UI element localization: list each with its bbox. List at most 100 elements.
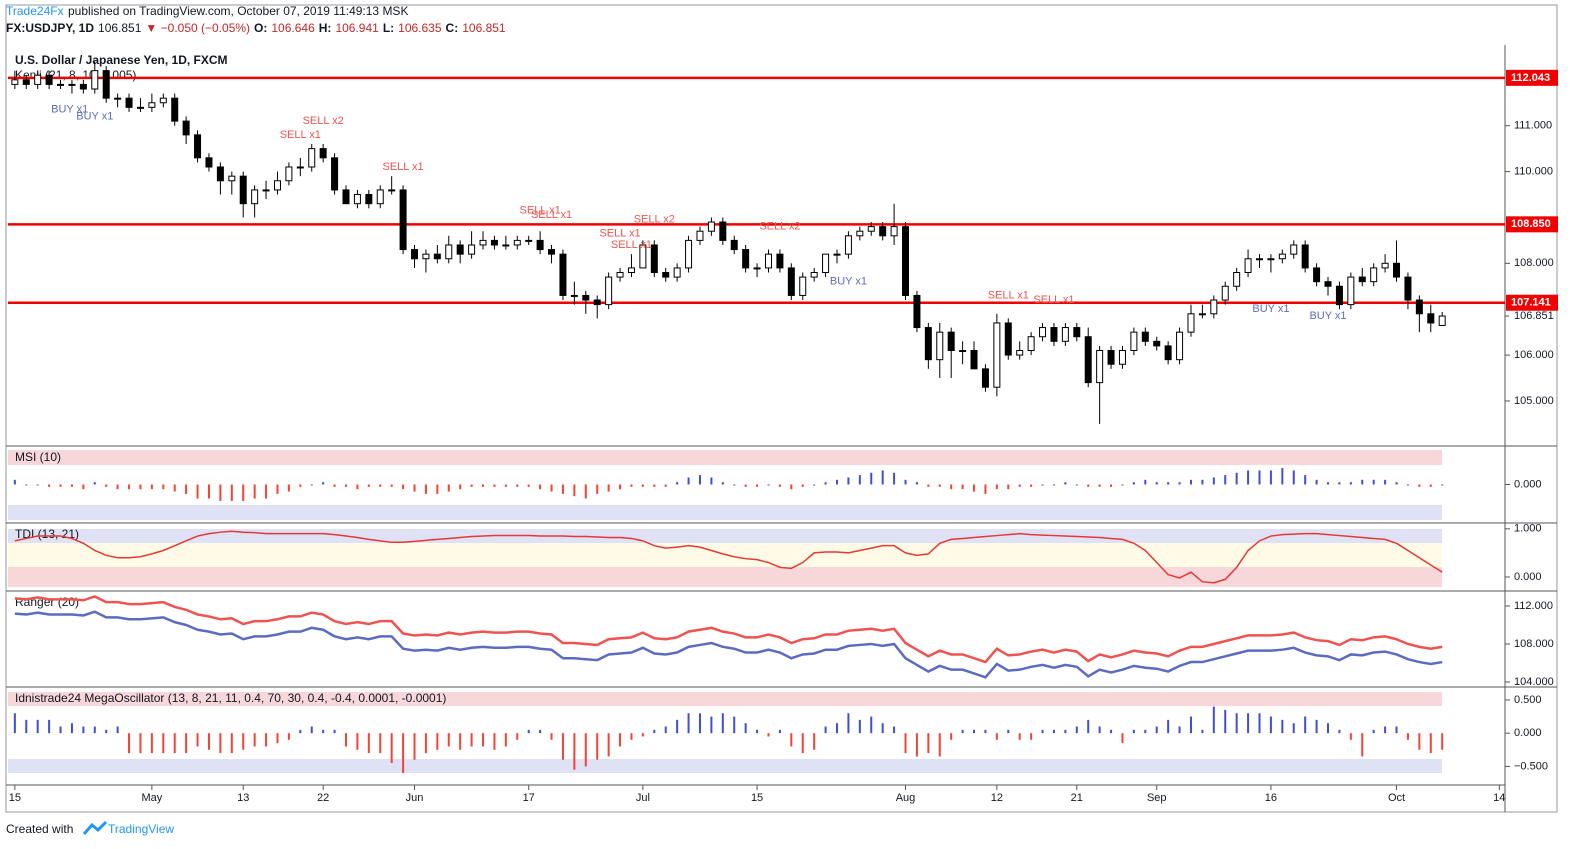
candle-body [1096,349,1104,384]
candle-body [799,276,807,296]
x-tick-label: 15 [751,792,763,804]
histogram-bar [1292,723,1295,734]
quote-text: FX:USDJPY, 1D 106.851 ▼ −0.050 (−0.05%) O: 1… [6,21,506,35]
histogram-bar [367,733,370,754]
histogram-bar [550,484,553,492]
histogram-bar [287,733,290,740]
histogram-bar [573,733,576,770]
histogram-bar [676,719,679,734]
candle-body [296,166,304,169]
osc-upper-zone [8,692,1442,706]
candle-body [833,253,841,256]
x-tick-label: 16 [1265,792,1277,804]
histogram-bar [322,482,325,485]
candle-body [148,102,156,108]
histogram-bar [230,484,233,501]
histogram-bar [424,733,427,754]
candle-body [57,83,65,86]
histogram-bar [1064,482,1067,485]
histogram-bar [493,733,496,750]
histogram-bar [767,484,770,486]
histogram-bar [424,484,427,494]
histogram-bar [995,733,998,740]
histogram-bar [733,716,736,734]
candle-body [353,194,361,205]
histogram-bar [470,733,473,747]
candle-body [1153,340,1161,347]
histogram-bar [893,472,896,485]
histogram-bar [436,733,439,750]
signal-label: BUY x1 [830,276,867,288]
osc-lower-zone [8,759,1442,773]
candle-body [1164,345,1172,361]
candle-body [525,239,533,242]
candle-body [513,239,521,246]
histogram-bar [1087,484,1090,487]
histogram-bar [1041,729,1044,734]
histogram-bar [790,733,793,747]
level-label-box [1506,294,1558,311]
histogram-bar [276,484,279,494]
histogram-bar [379,484,382,487]
histogram-bar [904,733,907,754]
histogram-bar [641,484,644,487]
histogram-bar [36,719,39,734]
candle-body [1290,244,1298,255]
candle-body [822,253,830,274]
histogram-bar [630,484,633,487]
histogram-bar [1075,726,1078,734]
histogram-bar [482,484,485,487]
quote-part: L: [383,21,394,35]
histogram-bar [756,729,759,734]
y-tick-label: 110.000 [1514,165,1553,177]
candle-body [1141,331,1149,342]
histogram-bar [938,733,941,757]
candle-body [1358,276,1366,283]
pane-title: U.S. Dollar / Japanese Yen, 1D, FXCM [15,53,228,67]
candle-body [1438,315,1446,326]
histogram-bar [207,484,210,499]
y-tick-label: 0.000 [1514,571,1542,583]
histogram-bar [390,484,393,487]
msi-lower-zone [8,505,1442,520]
signal-label: SELL x1 [1033,294,1074,306]
histogram-bar [299,484,302,487]
histogram-bar [915,482,918,485]
candle-body [125,97,133,108]
histogram-bar [630,733,633,740]
histogram-bar [893,726,896,734]
y-tick-label: 111.000 [1514,120,1552,132]
histogram-bar [139,733,142,754]
histogram-bar [1052,484,1055,486]
histogram-bar [25,484,28,486]
histogram-bar [1349,733,1352,740]
histogram-bar [1098,726,1101,734]
candle-body [456,244,464,255]
histogram-bar [1075,484,1078,486]
histogram-bar [619,484,622,490]
pane-title: Ranger (20) [15,595,79,609]
y-tick-label: 108.000 [1514,257,1554,269]
histogram-bar [733,484,736,486]
histogram-bar [516,733,519,740]
candle-body [1347,276,1355,306]
signal-label: SELL x2 [634,214,675,226]
histogram-bar [196,733,199,747]
histogram-bar [619,733,622,747]
histogram-bar [756,484,759,487]
published-note: published on TradingView.com, October 07… [68,4,408,18]
candle-body [879,226,887,237]
candle-body [753,267,761,270]
histogram-bar [927,484,930,487]
candle-body [981,368,989,388]
candle-body [262,189,270,192]
histogram-bar [82,726,85,734]
histogram-bar [402,733,405,774]
histogram-bar [927,733,930,754]
candle-body [1324,281,1332,287]
candle-body [1404,276,1412,301]
candle-body [742,249,750,269]
histogram-bar [1406,733,1409,740]
candle-body [1427,313,1435,324]
histogram-bar [950,733,953,740]
